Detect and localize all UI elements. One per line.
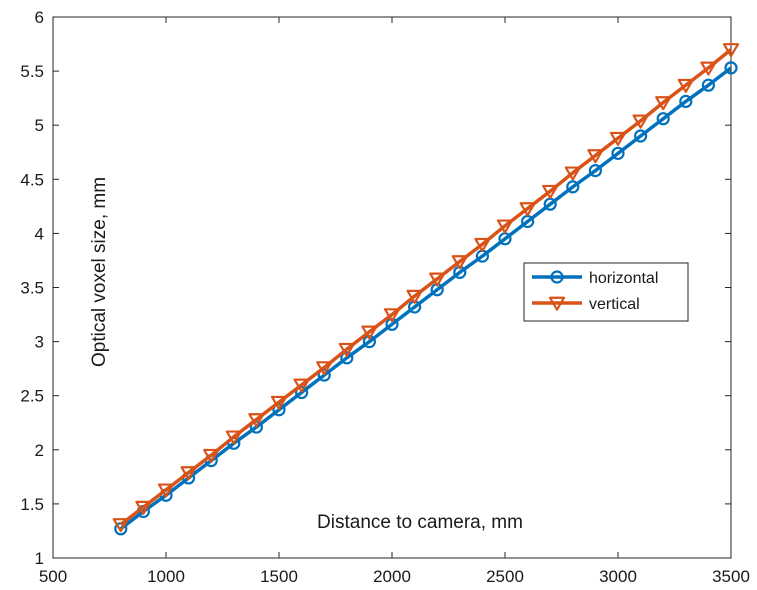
data-point-horizontal [656,112,670,126]
data-point-vertical [474,237,491,252]
data-point-horizontal [385,317,399,331]
y-tick-label: 1.5 [20,495,44,514]
data-point-horizontal [588,164,603,178]
y-tick-label: 5.5 [20,62,44,81]
data-point-vertical [542,184,559,199]
data-point-vertical [225,430,242,445]
legend: horizontal vertical [523,262,689,322]
data-point-vertical [722,43,740,58]
data-point-vertical [383,308,401,323]
data-point-horizontal [566,180,580,194]
y-tick-label: 3 [35,333,44,352]
legend-entry-horizontal: horizontal [532,270,658,287]
legend-entry-vertical: vertical [532,296,640,313]
data-point-vertical [112,518,129,533]
data-point-horizontal [701,78,716,92]
data-point-horizontal [611,146,625,160]
data-point-vertical [248,413,265,428]
y-tick-label: 3.5 [20,279,44,298]
data-point-vertical [406,289,423,304]
legend-swatch-marker [548,296,566,311]
series-line-horizontal [119,66,733,531]
data-point-vertical [316,361,333,376]
data-point-vertical [632,114,649,129]
x-tick-label: 2000 [373,567,411,586]
data-point-vertical [203,448,220,463]
y-tick-label: 1 [35,549,44,568]
y-tick-label: 4.5 [20,170,44,189]
y-tick-label: 2.5 [20,387,44,406]
x-tick-label: 1000 [147,567,185,586]
data-point-horizontal [724,61,738,75]
data-point-vertical [180,466,197,481]
data-point-vertical [429,272,446,287]
legend-box [523,262,689,322]
x-axis-label: Distance to camera, mm [317,512,523,533]
data-point-vertical [519,202,536,217]
data-point-vertical [338,342,355,357]
data-point-vertical [677,78,694,93]
data-point-vertical [587,149,604,164]
y-tick-label: 5 [35,116,44,135]
y-axis: 1 1.5 2 2.5 3 3.5 4 4.5 5 5.5 6 [20,8,731,568]
x-tick-label: 1500 [260,567,298,586]
series-line-vertical [119,48,733,526]
data-point-horizontal [633,129,648,143]
data-point-vertical [700,61,717,76]
data-point-horizontal [340,351,354,365]
x-tick-label: 2500 [486,567,524,586]
series-layer [112,43,740,536]
y-tick-label: 2 [35,441,44,460]
legend-label: horizontal [589,270,658,287]
data-point-horizontal [362,335,376,349]
y-tick-label: 6 [35,8,44,27]
data-point-vertical [293,378,310,393]
data-point-vertical [135,500,152,515]
y-tick-label: 4 [35,224,44,243]
data-point-vertical [496,219,514,234]
x-tick-label: 3000 [599,567,637,586]
data-point-vertical [564,166,581,181]
data-point-vertical [609,131,627,146]
series-vertical [112,43,740,533]
data-point-vertical [157,483,175,498]
x-tick-label: 500 [39,567,67,586]
x-axis: 500 1000 1500 2000 2500 3000 3500 [39,17,750,586]
data-point-vertical [655,96,672,111]
y-axis-label: Optical voxel size, mm [89,177,110,367]
data-point-vertical [451,255,468,270]
x-tick-label: 3500 [712,567,750,586]
data-point-vertical [270,395,288,410]
legend-swatch-marker [550,270,564,284]
data-point-horizontal [679,94,693,108]
data-point-vertical [361,325,378,340]
legend-label: vertical [589,296,640,313]
